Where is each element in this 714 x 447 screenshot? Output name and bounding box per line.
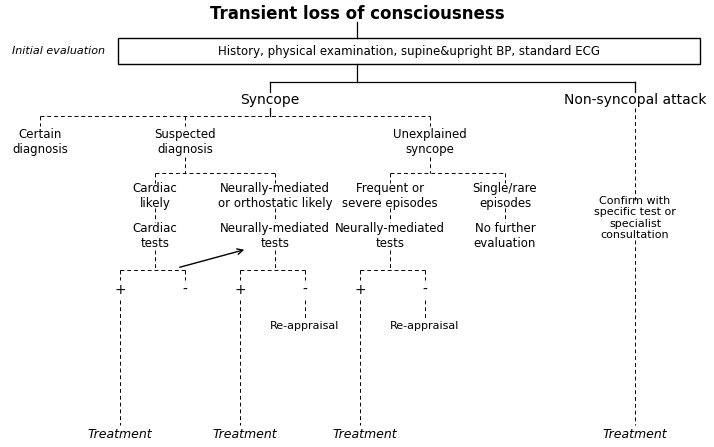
Text: -: - — [183, 283, 188, 297]
Text: Treatment: Treatment — [213, 429, 277, 442]
Text: Non-syncopal attack: Non-syncopal attack — [564, 93, 706, 107]
Text: -: - — [423, 283, 428, 297]
Text: Certain
diagnosis: Certain diagnosis — [12, 128, 68, 156]
Text: Treatment: Treatment — [603, 429, 668, 442]
Text: Neurally-mediated
tests: Neurally-mediated tests — [335, 222, 445, 250]
Text: Syncope: Syncope — [241, 93, 300, 107]
Text: Re-appraisal: Re-appraisal — [271, 321, 340, 331]
Text: Unexplained
syncope: Unexplained syncope — [393, 128, 467, 156]
Text: Neurally-mediated
tests: Neurally-mediated tests — [220, 222, 330, 250]
Text: Treatment: Treatment — [88, 429, 152, 442]
Text: Cardiac
likely: Cardiac likely — [133, 182, 177, 210]
Text: History, physical examination, supine&upright BP, standard ECG: History, physical examination, supine&up… — [218, 45, 600, 58]
Text: +: + — [234, 283, 246, 297]
Text: Single/rare
episodes: Single/rare episodes — [473, 182, 538, 210]
Text: Suspected
diagnosis: Suspected diagnosis — [154, 128, 216, 156]
Text: Transient loss of consciousness: Transient loss of consciousness — [210, 5, 504, 23]
Text: Frequent or
severe episodes: Frequent or severe episodes — [342, 182, 438, 210]
Text: -: - — [303, 283, 308, 297]
Text: Neurally-mediated
or orthostatic likely: Neurally-mediated or orthostatic likely — [218, 182, 332, 210]
Bar — [118, 38, 700, 64]
Text: Cardiac
tests: Cardiac tests — [133, 222, 177, 250]
Text: Confirm with
specific test or
specialist
consultation: Confirm with specific test or specialist… — [594, 196, 676, 240]
Text: Re-appraisal: Re-appraisal — [391, 321, 460, 331]
Text: No further
evaluation: No further evaluation — [474, 222, 536, 250]
Text: +: + — [114, 283, 126, 297]
Text: Treatment: Treatment — [333, 429, 397, 442]
Text: Initial evaluation: Initial evaluation — [11, 46, 104, 56]
Text: +: + — [354, 283, 366, 297]
